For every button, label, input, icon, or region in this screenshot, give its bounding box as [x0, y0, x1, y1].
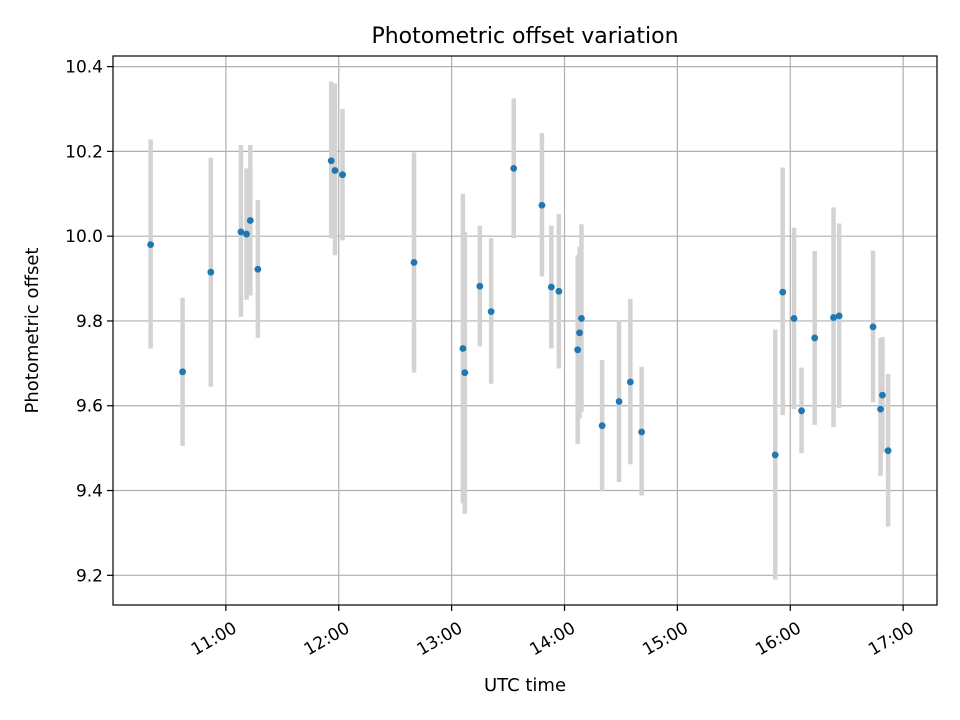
data-point — [879, 391, 886, 399]
data-point — [179, 368, 187, 376]
data-point — [869, 323, 877, 331]
data-point — [555, 287, 563, 295]
y-axis-ticks: 9.2 9.4 9.6 9.8 10.0 10.2 10.4 — [65, 58, 113, 586]
data-point — [243, 230, 250, 238]
plot-frame — [112, 55, 938, 606]
x-axis-label: UTC time — [484, 675, 566, 696]
data-point — [576, 329, 583, 337]
data-point — [331, 167, 339, 174]
data-point — [835, 312, 843, 320]
data-point — [598, 422, 606, 430]
data-point — [779, 288, 787, 296]
data-point — [811, 334, 819, 342]
data-point — [830, 314, 837, 321]
data-point — [254, 265, 262, 273]
data-point — [327, 157, 335, 165]
data-point — [626, 378, 634, 386]
data-point — [547, 283, 555, 291]
data-point — [877, 405, 884, 413]
data-point — [237, 228, 245, 236]
data-point — [207, 268, 215, 276]
data-point — [798, 407, 805, 415]
data-points — [147, 157, 892, 459]
data-point — [510, 164, 518, 172]
y-tick-label: 10.2 — [65, 142, 103, 162]
data-point — [461, 369, 469, 377]
data-point — [147, 241, 155, 249]
data-point — [578, 315, 585, 322]
y-tick-label: 9.4 — [76, 482, 103, 502]
data-point — [410, 259, 418, 266]
data-point — [638, 428, 646, 436]
data-point — [487, 308, 495, 316]
y-tick-label: 9.2 — [76, 566, 103, 586]
y-axis-label: Photometric offset — [22, 248, 43, 414]
y-tick-label: 10.4 — [65, 58, 103, 78]
y-tick-label: 9.8 — [76, 312, 103, 332]
data-point — [790, 315, 798, 322]
chart-title: Photometric offset variation — [371, 24, 678, 49]
y-tick-label: 9.6 — [76, 397, 103, 417]
data-point — [246, 217, 254, 224]
data-point — [771, 451, 779, 459]
data-point — [459, 345, 467, 352]
data-point — [538, 201, 546, 209]
data-point — [884, 447, 892, 455]
data-point — [339, 171, 346, 179]
y-tick-label: 10.0 — [65, 227, 103, 247]
data-point — [476, 282, 484, 290]
data-point — [574, 346, 582, 354]
data-point — [615, 398, 623, 405]
